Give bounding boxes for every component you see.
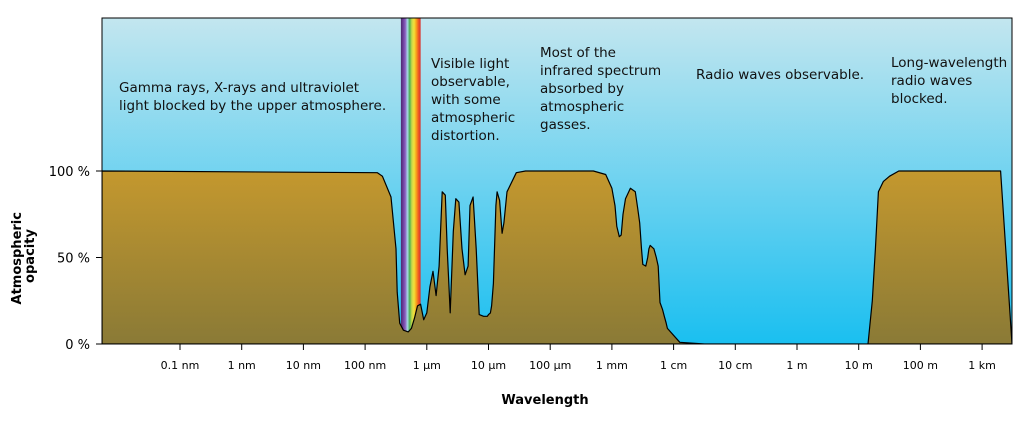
x-tick-label: 10 µm [471, 359, 506, 372]
y-tick-label: 50 % [57, 252, 90, 267]
y-axis: 0 % 50 % 100 % [49, 165, 102, 353]
x-tick-label: 0.1 nm [161, 359, 200, 372]
x-tick-label: 10 nm [286, 359, 321, 372]
x-tick-label: 1 µm [413, 359, 441, 372]
x-tick-label: 10 cm [718, 359, 752, 372]
y-axis-title-line1: Atmospheric [10, 212, 25, 304]
x-axis: 0.1 nm 1 nm 10 nm 100 nm 1 µm 10 µm 100 µm 1 mm… [161, 344, 996, 372]
y-tick-label: 0 % [65, 338, 90, 353]
opacity-area [102, 170, 1012, 344]
visible-spectrum-band [400, 18, 421, 344]
visible-light-label: Visible light observable, with some atmo… [431, 56, 516, 144]
x-tick-label: 10 m [845, 359, 873, 372]
x-tick-label: 1 m [786, 359, 807, 372]
y-tick-label: 100 % [49, 165, 90, 180]
x-tick-label: 100 µm [529, 359, 571, 372]
x-tick-label: 1 nm [228, 359, 256, 372]
infrared-label: Most of the infrared spectrum absorbed b… [540, 45, 662, 133]
x-tick-label: 100 nm [344, 359, 386, 372]
x-tick-label: 1 km [968, 359, 996, 372]
x-tick-label: 1 mm [596, 359, 628, 372]
svg-text:Atmospheric opacity: Atmospheric opacity [10, 208, 38, 305]
x-axis-title: Wavelength [501, 393, 588, 408]
x-tick-label: 100 m [903, 359, 938, 372]
long-wavelength-label: Long-wavelength radio waves blocked. [891, 55, 1008, 107]
radio-label: Radio waves observable. [696, 67, 865, 83]
x-tick-label: 1 cm [660, 359, 687, 372]
y-axis-title-line2: opacity [23, 229, 38, 283]
gamma-xray-uv-label: Gamma rays, X-rays and ultraviolet light… [119, 80, 387, 114]
plot-frame [101, 17, 1013, 345]
